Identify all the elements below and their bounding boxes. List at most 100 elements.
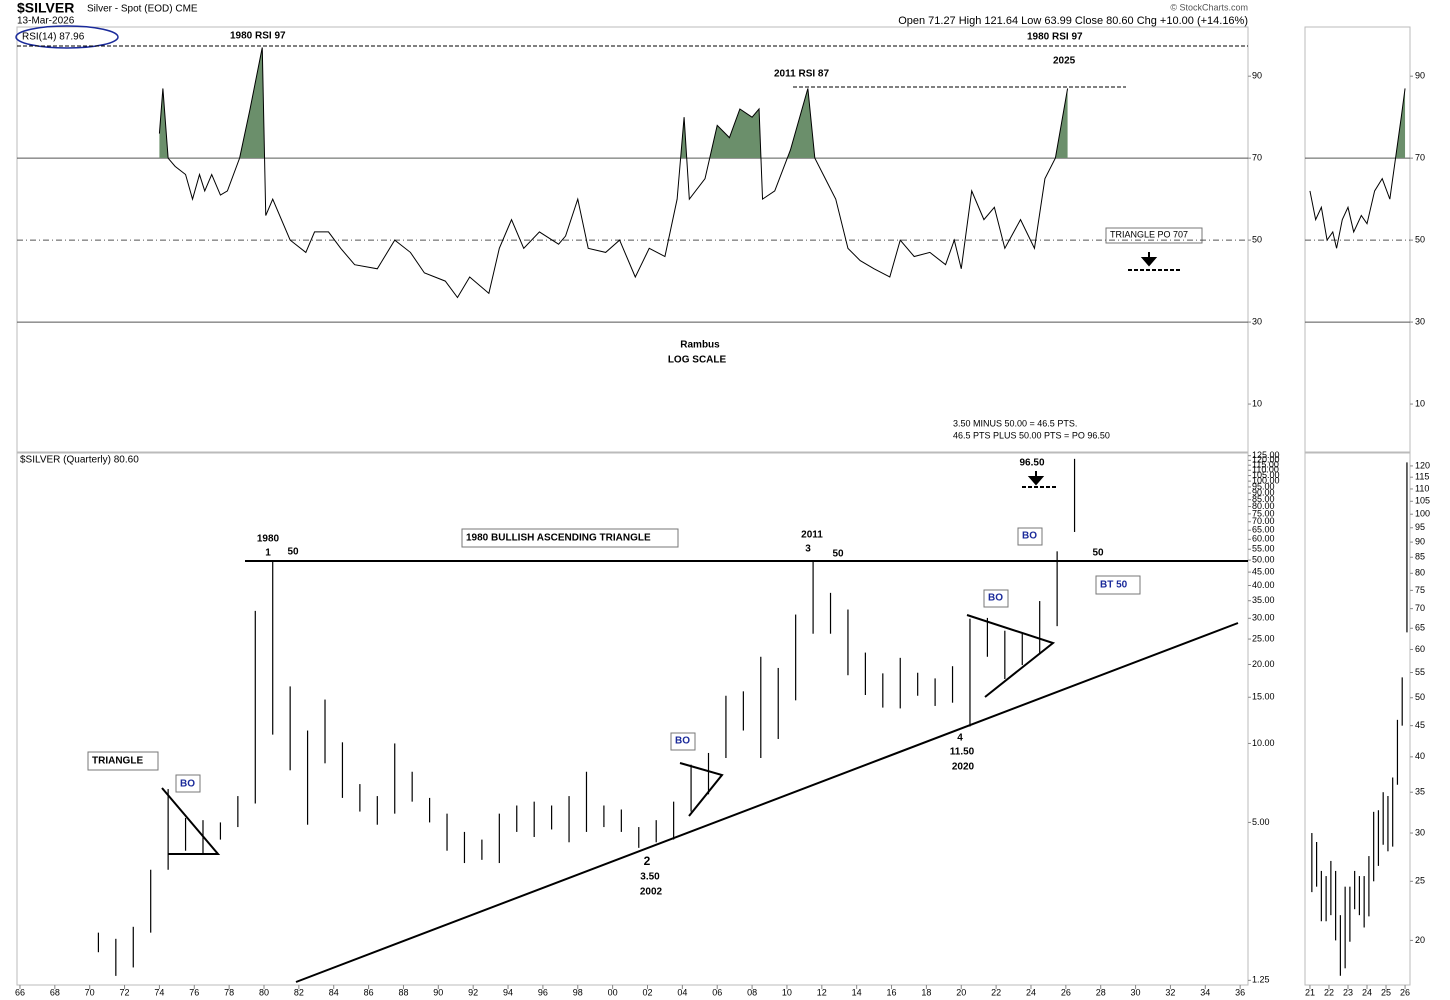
x-tick-label: 04 [677, 987, 687, 997]
annotation: 50 [832, 549, 844, 560]
annotation: 2011 RSI 87 [774, 69, 829, 80]
y-tick-label: 10.00 [1252, 738, 1275, 748]
y-tick-label: 10 [1252, 398, 1262, 408]
x-tick-label: 24 [1362, 987, 1372, 997]
y-tick-label: 35 [1415, 787, 1425, 797]
x-tick-label: 22 [1324, 987, 1334, 997]
annotation: BO [180, 779, 195, 790]
annotation-box [1095, 575, 1141, 595]
triangle-pattern [679, 762, 724, 817]
y-tick-label: 70 [1415, 603, 1425, 613]
y-tick-label: 115.00 [1252, 460, 1279, 470]
y-tick-label: 95.00 [1252, 481, 1275, 491]
annotation: Rambus [680, 340, 720, 351]
y-tick-label: 100.00 [1252, 475, 1280, 485]
x-tick-label: 32 [1165, 987, 1175, 997]
y-tick-label: 1.25 [1252, 975, 1270, 985]
annotation: 2025 [1053, 56, 1076, 67]
y-tick-label: 30 [1415, 316, 1425, 326]
x-tick-label: 00 [608, 987, 618, 997]
y-tick-label: 20 [1415, 935, 1425, 945]
annotation: 1980 BULLISH ASCENDING TRIANGLE [466, 533, 651, 544]
annotation-box [670, 732, 696, 751]
annotation: 50 [287, 547, 299, 558]
y-tick-label: 35.00 [1252, 595, 1275, 605]
x-tick-label: 06 [712, 987, 722, 997]
y-tick-label: 75.00 [1252, 508, 1275, 518]
y-tick-label: 50.00 [1252, 554, 1275, 564]
rsi-panel [16, 26, 1249, 453]
x-tick-label: 18 [921, 987, 931, 997]
zoom-price-panel [1304, 452, 1411, 986]
overbought-fill [1395, 88, 1406, 159]
y-tick-label: 120 [1415, 460, 1430, 470]
y-tick-label: 50 [1415, 692, 1425, 702]
x-tick-label: 72 [120, 987, 130, 997]
x-tick-label: 70 [85, 987, 95, 997]
y-tick-label: 95 [1415, 522, 1425, 532]
arrow [1140, 252, 1158, 267]
y-tick-label: 70.00 [1252, 516, 1275, 526]
x-tick-label: 92 [468, 987, 478, 997]
annotation: TRIANGLE [92, 756, 143, 767]
y-tick-label: 90 [1415, 536, 1425, 546]
y-tick-label: 60 [1415, 644, 1425, 654]
x-tick-label: 78 [224, 987, 234, 997]
annotation: LOG SCALE [668, 355, 727, 366]
annotation: 1980 [257, 534, 280, 545]
y-tick-label: 120.00 [1252, 455, 1280, 465]
annotation-box [1017, 527, 1043, 546]
annotation: 46.5 PTS PLUS 50.00 PTS = PO 96.50 [953, 430, 1110, 440]
y-tick-label: 90.00 [1252, 488, 1275, 498]
symbol: $SILVER [17, 0, 74, 16]
y-tick-label: 125.00 [1252, 450, 1280, 460]
rsi-line [1309, 88, 1406, 249]
y-tick-label: 10 [1415, 398, 1425, 408]
y-tick-label: 105 [1415, 496, 1430, 506]
y-tick-label: 50 [1252, 234, 1262, 244]
y-tick-label: 105.00 [1252, 470, 1280, 480]
x-tick-label: 28 [1096, 987, 1106, 997]
y-tick-label: 110.00 [1252, 465, 1279, 475]
x-tick-label: 26 [1061, 987, 1071, 997]
x-tick-label: 02 [642, 987, 652, 997]
y-tick-label: 25 [1415, 876, 1425, 886]
y-tick-label: 60.00 [1252, 534, 1275, 544]
annotation: 1 [265, 548, 271, 559]
x-tick-label: 90 [433, 987, 443, 997]
annotation: 50 [1092, 548, 1104, 559]
x-tick-label: 22 [991, 987, 1001, 997]
y-tick-label: 30 [1415, 827, 1425, 837]
x-tick-label: 14 [852, 987, 862, 997]
y-tick-label: 30.00 [1252, 613, 1275, 623]
x-tick-label: 94 [503, 987, 513, 997]
y-tick-label: 45.00 [1252, 566, 1275, 576]
x-tick-label: 21 [1305, 987, 1315, 997]
y-tick-label: 100 [1415, 509, 1430, 519]
y-tick-label: 90 [1252, 71, 1262, 81]
x-tick-label: 68 [50, 987, 60, 997]
x-tick-label: 26 [1400, 987, 1410, 997]
annotation: 1980 RSI 97 [230, 31, 286, 42]
annotation: 2002 [640, 887, 663, 898]
y-tick-label: 45 [1415, 720, 1425, 730]
rsi-label: RSI(14) 87.96 [22, 32, 85, 43]
description: Silver - Spot (EOD) CME [87, 4, 198, 15]
annotation-box [1105, 227, 1203, 244]
y-tick-label: 85.00 [1252, 494, 1275, 504]
y-tick-label: 30 [1252, 316, 1262, 326]
y-tick-label: 40.00 [1252, 580, 1275, 590]
overbought-fill [159, 47, 1068, 159]
zoom-rsi-panel [1304, 26, 1411, 453]
ohlc: Open 71.27 High 121.64 Low 63.99 Close 8… [898, 15, 1248, 27]
y-tick-label: 55.00 [1252, 544, 1275, 554]
annotation: 3 [805, 544, 811, 555]
annotation: BO [988, 593, 1003, 604]
annotation: 1980 RSI 97 [1027, 32, 1083, 43]
date: 13-Mar-2026 [17, 16, 75, 27]
annotation: 3.50 [640, 872, 660, 883]
y-tick-label: 25.00 [1252, 633, 1275, 643]
y-tick-label: 50 [1415, 234, 1425, 244]
annotation: TRIANGLE PO 707 [1110, 229, 1188, 239]
annotation: BO [1022, 531, 1037, 542]
